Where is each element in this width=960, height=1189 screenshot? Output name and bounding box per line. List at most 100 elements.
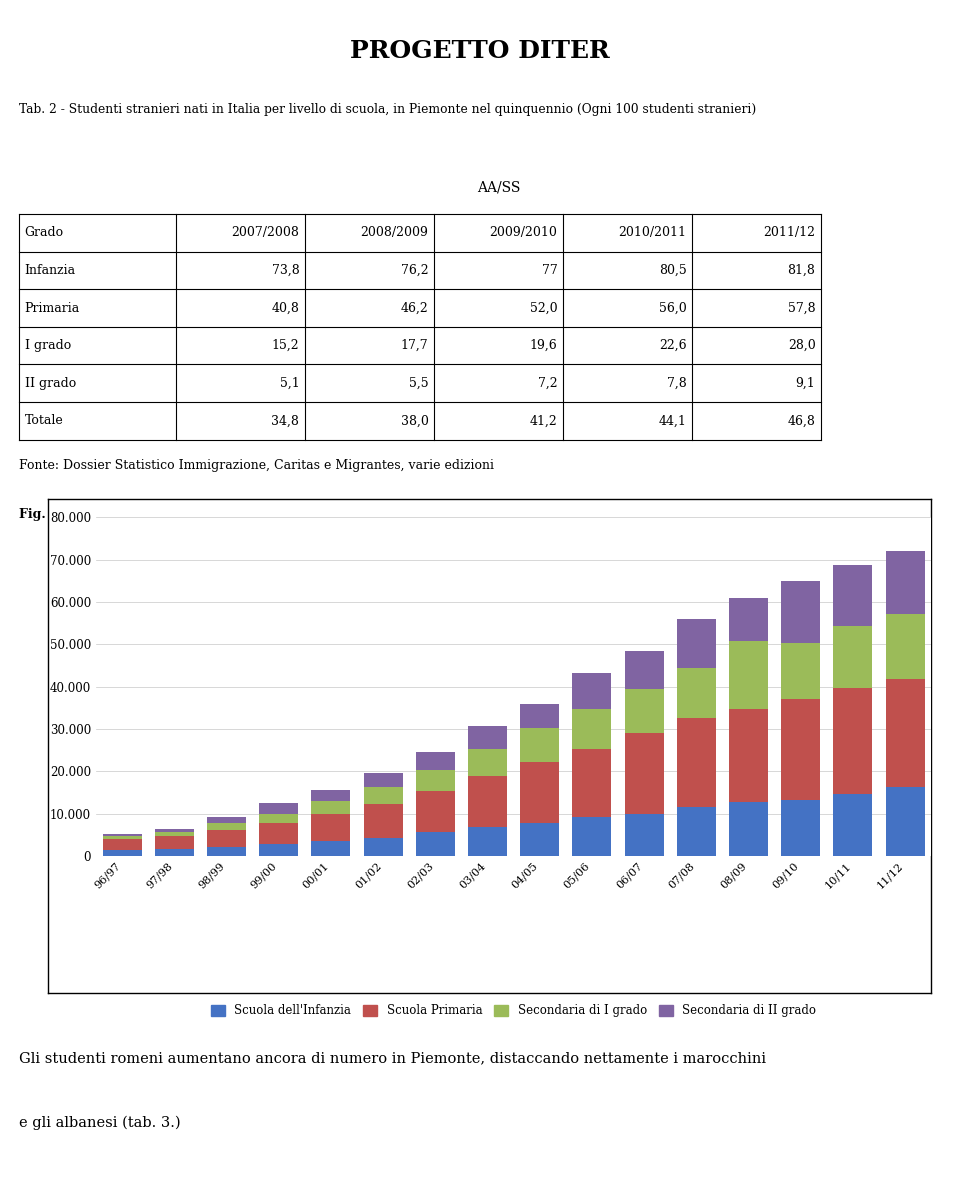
Bar	[885, 787, 924, 856]
Text: 40,8: 40,8	[272, 302, 300, 315]
Text: I grado: I grado	[25, 339, 71, 352]
Bar	[155, 829, 194, 832]
Bar	[103, 833, 142, 836]
Text: 5,5: 5,5	[409, 377, 428, 390]
Text: 19,6: 19,6	[530, 339, 558, 352]
Text: 46,2: 46,2	[400, 302, 428, 315]
Bar	[311, 813, 350, 842]
Text: 28,0: 28,0	[788, 339, 815, 352]
Bar	[207, 817, 246, 824]
Text: 38,0: 38,0	[400, 414, 428, 427]
Bar	[833, 627, 873, 688]
Bar	[520, 823, 560, 856]
Text: Primaria: Primaria	[25, 302, 80, 315]
Bar	[677, 807, 716, 856]
Bar	[625, 734, 663, 813]
Bar	[572, 673, 612, 709]
Text: 56,0: 56,0	[659, 302, 686, 315]
Bar	[625, 813, 663, 856]
Text: 2009/2010: 2009/2010	[490, 226, 558, 239]
Bar	[677, 618, 716, 667]
Bar	[781, 643, 820, 698]
Text: Infanzia: Infanzia	[25, 264, 76, 277]
Bar	[572, 709, 612, 749]
Text: 5,1: 5,1	[279, 377, 300, 390]
Text: 2007/2008: 2007/2008	[231, 226, 300, 239]
Text: 73,8: 73,8	[272, 264, 300, 277]
Bar	[625, 650, 663, 688]
Bar	[416, 751, 455, 770]
Text: 77: 77	[541, 264, 558, 277]
Text: e gli albanesi (tab. 3.): e gli albanesi (tab. 3.)	[19, 1115, 180, 1130]
Text: 34,8: 34,8	[272, 414, 300, 427]
Text: 76,2: 76,2	[400, 264, 428, 277]
Bar	[259, 844, 299, 856]
Bar	[364, 773, 402, 787]
Text: 57,8: 57,8	[788, 302, 815, 315]
Bar	[259, 813, 299, 823]
Bar	[416, 770, 455, 791]
Bar	[311, 801, 350, 813]
Bar	[468, 776, 507, 828]
Bar	[677, 718, 716, 807]
Bar	[207, 824, 246, 830]
Text: Fonte: Dossier Statistico Immigrazione, Caritas e Migrantes, varie edizioni: Fonte: Dossier Statistico Immigrazione, …	[19, 459, 494, 472]
Bar	[468, 725, 507, 749]
Bar	[572, 749, 612, 817]
Text: 80,5: 80,5	[659, 264, 686, 277]
Text: 81,8: 81,8	[787, 264, 815, 277]
Bar	[677, 667, 716, 718]
Text: Grado: Grado	[25, 226, 64, 239]
Bar	[729, 641, 768, 709]
Text: Gli studenti romeni aumentano ancora di numero in Piemonte, distaccando nettamen: Gli studenti romeni aumentano ancora di …	[19, 1051, 766, 1065]
Text: 2011/12: 2011/12	[763, 226, 815, 239]
Text: Fig. 1 Studenti stranieri iscritti nelle scuole piemontesi dall'A.S 1996/97, per: Fig. 1 Studenti stranieri iscritti nelle…	[19, 509, 770, 521]
Bar	[103, 850, 142, 856]
Bar	[833, 794, 873, 856]
Bar	[781, 580, 820, 643]
Text: 22,6: 22,6	[659, 339, 686, 352]
Legend: Scuola dell'Infanzia, Scuola Primaria, Secondaria di I grado, Secondaria di II g: Scuola dell'Infanzia, Scuola Primaria, S…	[211, 1005, 816, 1018]
Bar	[520, 762, 560, 823]
Bar	[729, 801, 768, 856]
Text: 15,2: 15,2	[272, 339, 300, 352]
Text: PROGETTO DITER: PROGETTO DITER	[350, 38, 610, 63]
Bar	[572, 817, 612, 856]
Text: 44,1: 44,1	[659, 414, 686, 427]
Bar	[833, 565, 873, 627]
Bar	[259, 803, 299, 813]
Bar	[364, 805, 402, 838]
Bar	[520, 704, 560, 728]
Bar	[103, 839, 142, 850]
Bar	[468, 828, 507, 856]
Text: 2008/2009: 2008/2009	[361, 226, 428, 239]
Text: 9,1: 9,1	[796, 377, 815, 390]
Text: 17,7: 17,7	[400, 339, 428, 352]
Bar	[311, 791, 350, 801]
Text: 52,0: 52,0	[530, 302, 558, 315]
Bar	[885, 614, 924, 679]
Bar	[207, 847, 246, 856]
Text: 2010/2011: 2010/2011	[618, 226, 686, 239]
Text: 46,8: 46,8	[787, 414, 815, 427]
Bar	[520, 728, 560, 762]
Bar	[781, 698, 820, 800]
Text: AA/SS: AA/SS	[477, 181, 520, 194]
Bar	[103, 836, 142, 839]
Bar	[729, 709, 768, 801]
Text: 7,2: 7,2	[538, 377, 558, 390]
Text: Tab. 2 - Studenti stranieri nati in Italia per livello di scuola, in Piemonte ne: Tab. 2 - Studenti stranieri nati in Ital…	[19, 103, 756, 117]
Bar	[259, 823, 299, 844]
Bar	[155, 836, 194, 849]
Bar	[781, 800, 820, 856]
Bar	[885, 679, 924, 787]
Bar	[364, 838, 402, 856]
Bar	[625, 688, 663, 734]
Text: Totale: Totale	[25, 414, 63, 427]
Bar	[885, 552, 924, 614]
Bar	[833, 688, 873, 794]
Bar	[207, 830, 246, 847]
Bar	[155, 832, 194, 836]
Text: 7,8: 7,8	[666, 377, 686, 390]
Bar	[416, 831, 455, 856]
